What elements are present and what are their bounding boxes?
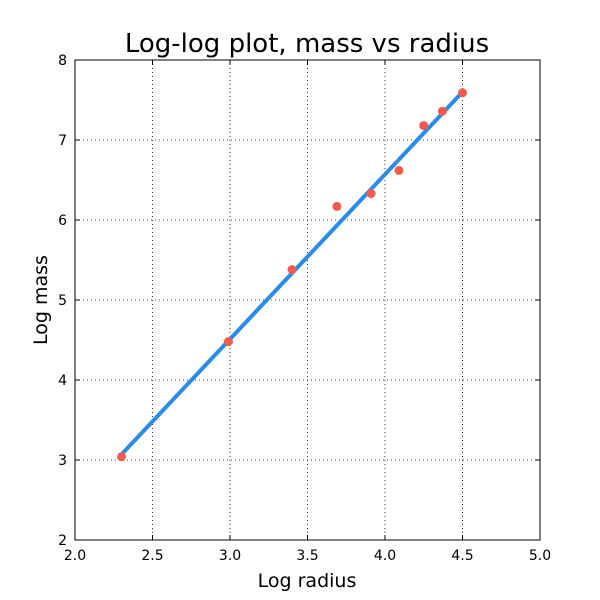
grid [75,60,540,540]
x-axis-label: Log radius [258,570,357,592]
y-tick-label: 7 [58,133,67,149]
y-tick-label: 4 [58,373,67,389]
y-tick-labels: 2 3 4 5 6 7 8 [58,53,67,549]
data-point [332,201,342,211]
y-tick-label: 3 [58,453,67,469]
data-point [437,106,447,116]
y-tick-label: 2 [58,533,67,549]
data-point [223,337,233,347]
data-point [394,165,404,175]
chart-title: Log-log plot, mass vs radius [125,29,489,59]
data-points [117,88,467,462]
data-point [117,452,126,462]
x-tick-label: 4.0 [374,548,396,564]
y-tick-label: 6 [58,213,67,229]
y-tick-label: 8 [58,53,67,69]
data-point [458,88,467,98]
y-tick-label: 5 [58,293,67,309]
data-point [366,189,376,199]
x-tick-labels: 2.0 2.5 3.0 3.5 4.0 4.5 5.0 [64,548,551,564]
x-tick-label: 3.5 [296,548,318,564]
y-axis-label: Log mass [30,255,52,345]
data-point [287,265,297,275]
x-tick-label: 2.0 [64,548,86,564]
x-tick-label: 4.5 [451,548,473,564]
ticks [74,59,541,541]
x-tick-label: 5.0 [529,548,551,564]
data-point [419,121,429,131]
x-tick-label: 3.0 [219,548,241,564]
x-tick-label: 2.5 [141,548,163,564]
